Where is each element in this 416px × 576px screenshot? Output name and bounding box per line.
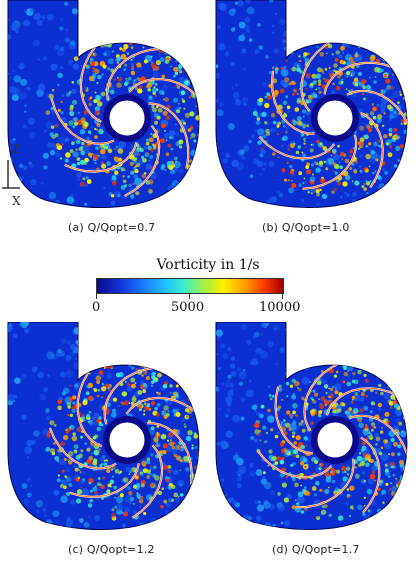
caption-d: (d) Q/Qopt=1.7 <box>272 543 360 556</box>
impeller-hub <box>106 419 148 461</box>
colorbar-tick <box>282 294 283 299</box>
colorbar <box>96 278 284 294</box>
volute-casing <box>215 322 408 530</box>
vorticity-panel-b <box>208 0 416 212</box>
caption-a: (a) Q/Qopt=0.7 <box>68 221 156 234</box>
vorticity-field <box>215 322 408 530</box>
axis-triad <box>2 160 20 189</box>
vorticity-field <box>7 322 200 530</box>
volute-casing <box>7 322 200 530</box>
colorbar-tick-label: 0 <box>92 300 101 315</box>
axis-label-x: X <box>12 194 21 208</box>
colorbar-tick-label: 5000 <box>171 300 205 315</box>
vorticity-field <box>215 0 408 208</box>
impeller-hub <box>314 419 356 461</box>
vorticity-panel-c <box>0 322 208 534</box>
colorbar-tick <box>96 294 97 299</box>
impeller-hub <box>106 97 148 139</box>
vorticity-field <box>7 0 200 208</box>
colorbar-title: Vorticity in 1/s <box>156 257 260 273</box>
volute-casing <box>7 0 200 208</box>
impeller-hub <box>314 97 356 139</box>
vorticity-panel-a <box>0 0 208 212</box>
vorticity-panel-d <box>208 322 416 534</box>
caption-c: (c) Q/Qopt=1.2 <box>68 543 155 556</box>
colorbar-tick-label: 10000 <box>259 300 301 315</box>
axis-label-z: Z <box>12 142 21 156</box>
caption-b: (b) Q/Qopt=1.0 <box>262 221 350 234</box>
colorbar-tick <box>189 294 190 299</box>
